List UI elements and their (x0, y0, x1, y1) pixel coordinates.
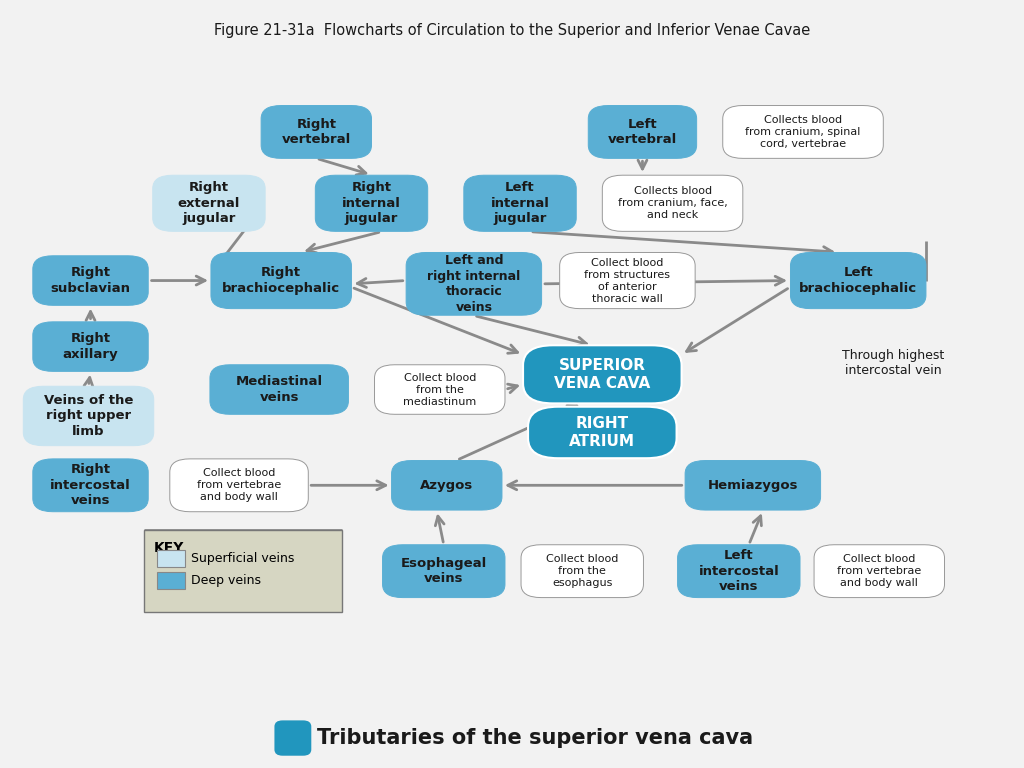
FancyBboxPatch shape (153, 175, 265, 231)
Text: Deep veins: Deep veins (190, 574, 261, 587)
Text: Tributaries of the superior vena cava: Tributaries of the superior vena cava (317, 728, 754, 748)
Text: Left
brachiocephalic: Left brachiocephalic (799, 266, 918, 295)
FancyBboxPatch shape (523, 346, 682, 403)
FancyBboxPatch shape (261, 105, 372, 158)
FancyBboxPatch shape (143, 530, 342, 612)
Text: Collect blood
from the
esophagus: Collect blood from the esophagus (546, 554, 618, 588)
FancyBboxPatch shape (383, 545, 505, 598)
FancyBboxPatch shape (685, 461, 820, 510)
Text: RIGHT
ATRIUM: RIGHT ATRIUM (569, 416, 635, 449)
FancyBboxPatch shape (315, 175, 428, 231)
FancyBboxPatch shape (391, 461, 502, 510)
FancyBboxPatch shape (33, 256, 148, 306)
Text: Left
intercostal
veins: Left intercostal veins (698, 549, 779, 593)
Text: Collects blood
from cranium, face,
and neck: Collects blood from cranium, face, and n… (617, 187, 727, 220)
Text: Figure 21-31a  Flowcharts of Circulation to the Superior and Inferior Venae Cava: Figure 21-31a Flowcharts of Circulation … (214, 23, 810, 38)
FancyBboxPatch shape (24, 386, 154, 445)
FancyBboxPatch shape (210, 365, 348, 414)
FancyBboxPatch shape (521, 545, 643, 598)
Text: Hemiazygos: Hemiazygos (708, 478, 798, 492)
Text: Collect blood
from vertebrae
and body wall: Collect blood from vertebrae and body wa… (838, 554, 922, 588)
FancyBboxPatch shape (678, 545, 800, 598)
FancyBboxPatch shape (33, 322, 148, 372)
FancyBboxPatch shape (464, 175, 577, 231)
Text: Collects blood
from cranium, spinal
cord, vertebrae: Collects blood from cranium, spinal cord… (745, 115, 861, 149)
Text: Right
external
jugular: Right external jugular (178, 181, 240, 225)
Text: Through highest
intercostal vein: Through highest intercostal vein (842, 349, 944, 377)
Text: Right
internal
jugular: Right internal jugular (342, 181, 401, 225)
FancyBboxPatch shape (528, 407, 677, 458)
FancyBboxPatch shape (560, 253, 695, 309)
Text: Superficial veins: Superficial veins (190, 552, 294, 565)
Text: Right
vertebral: Right vertebral (282, 118, 351, 146)
Text: KEY: KEY (154, 541, 184, 554)
Text: Left and
right internal
thoracic
veins: Left and right internal thoracic veins (427, 254, 520, 313)
FancyBboxPatch shape (791, 253, 926, 309)
Text: Collect blood
from structures
of anterior
thoracic wall: Collect blood from structures of anterio… (585, 257, 671, 303)
Text: Esophageal
veins: Esophageal veins (400, 557, 486, 585)
Text: Right
axillary: Right axillary (62, 333, 119, 361)
Text: Left
internal
jugular: Left internal jugular (490, 181, 550, 225)
FancyBboxPatch shape (157, 572, 185, 589)
FancyBboxPatch shape (407, 253, 542, 315)
FancyBboxPatch shape (588, 105, 696, 158)
FancyBboxPatch shape (602, 175, 742, 231)
Text: Veins of the
right upper
limb: Veins of the right upper limb (44, 394, 133, 438)
FancyBboxPatch shape (814, 545, 944, 598)
Text: Azygos: Azygos (420, 478, 473, 492)
Text: Collect blood
from vertebrae
and body wall: Collect blood from vertebrae and body wa… (197, 468, 282, 502)
FancyBboxPatch shape (723, 105, 884, 158)
FancyBboxPatch shape (170, 459, 308, 511)
FancyBboxPatch shape (375, 365, 505, 414)
Text: SUPERIOR
VENA CAVA: SUPERIOR VENA CAVA (554, 358, 650, 391)
Text: Right
brachiocephalic: Right brachiocephalic (222, 266, 340, 295)
Text: Right
subclavian: Right subclavian (50, 266, 130, 295)
FancyBboxPatch shape (157, 550, 185, 568)
Text: Collect blood
from the
mediastinum: Collect blood from the mediastinum (403, 372, 476, 406)
Text: Mediastinal
veins: Mediastinal veins (236, 376, 323, 404)
FancyBboxPatch shape (211, 253, 351, 309)
Text: a: a (287, 729, 299, 747)
FancyBboxPatch shape (33, 459, 148, 511)
Text: Right
intercostal
veins: Right intercostal veins (50, 463, 131, 508)
Text: Left
vertebral: Left vertebral (608, 118, 677, 146)
